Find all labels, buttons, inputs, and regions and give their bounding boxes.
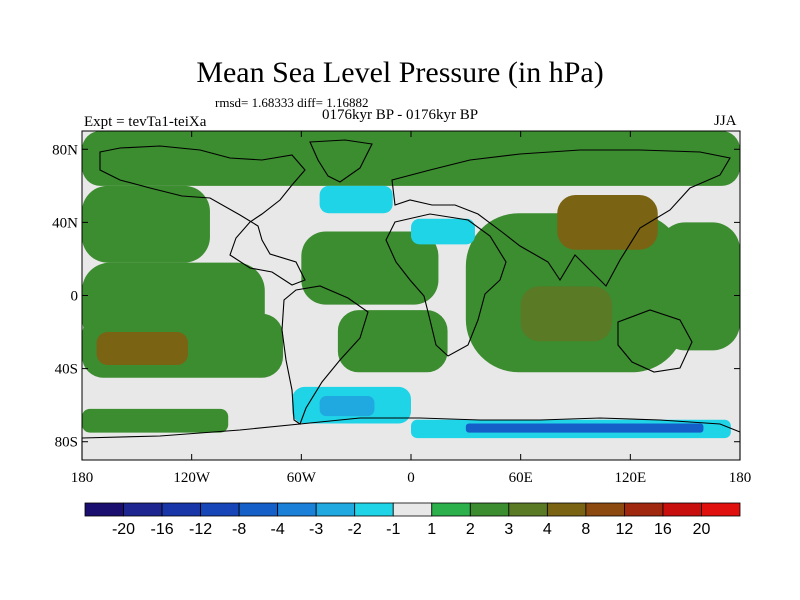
- x-tick-label: 120E: [614, 470, 646, 486]
- chart-title: Mean Sea Level Pressure (in hPa): [196, 56, 604, 89]
- colorbar-label: 8: [581, 521, 590, 538]
- map-layer: [82, 131, 740, 460]
- contour-region: [82, 185, 210, 263]
- contour-region: [657, 222, 740, 351]
- axes-layer: 180 120W 60W 0 60E 120E 180 80N 40N 0 40S 80S: [52, 130, 752, 486]
- north-america-coastline: [99, 145, 306, 286]
- colorbar-box: [662, 502, 702, 517]
- contour-region: [96, 332, 189, 365]
- colorbar-label: -16: [150, 521, 173, 538]
- colorbar-box: [392, 502, 433, 517]
- colorbar-label: -12: [189, 521, 212, 538]
- australia-coastline: [617, 309, 693, 373]
- colorbar-box: [431, 502, 471, 517]
- x-tick-label: 0: [407, 470, 415, 486]
- colorbar-label: 12: [616, 521, 634, 538]
- colorbar-label: 2: [466, 521, 475, 538]
- x-tick-label: 180: [729, 470, 752, 486]
- colorbar-box: [315, 502, 356, 517]
- colorbar-box: [508, 502, 548, 517]
- africa-coastline: [385, 213, 507, 357]
- y-tick-label: 0: [71, 289, 79, 305]
- contour-region: [319, 396, 375, 417]
- contour-region: [82, 408, 229, 433]
- contour-region: [520, 286, 613, 342]
- colorbar-box: [200, 502, 240, 517]
- contour-region: [82, 131, 740, 186]
- season-label: JJA: [714, 113, 737, 129]
- colorbar-box: [238, 502, 279, 517]
- colorbar-label: 20: [693, 521, 711, 538]
- stats-label: rmsd= 1.68333 diff= 1.16882: [215, 95, 369, 110]
- x-tick-label: 60E: [509, 470, 533, 486]
- colorbar-label: -4: [271, 521, 285, 538]
- eurasia-coastline: [391, 149, 731, 287]
- colorbar-label: 4: [543, 521, 552, 538]
- x-tick-label: 180: [71, 470, 94, 486]
- contour-region: [301, 231, 439, 305]
- colorbar-label: -1: [386, 521, 400, 538]
- x-tick-label: 60W: [287, 470, 317, 486]
- colorbar-label: 16: [654, 521, 672, 538]
- south-america-coastline: [281, 285, 369, 425]
- colorbar-box: [161, 502, 201, 517]
- y-tick-label: 40N: [52, 215, 78, 231]
- colorbar-box: [354, 502, 394, 517]
- colorbar-box: [585, 502, 625, 517]
- colorbar-label: -3: [309, 521, 323, 538]
- experiment-label: Expt = tevTa1-teiXa: [84, 114, 207, 130]
- greenland-coastline: [309, 139, 373, 183]
- colorbar-label: -8: [232, 521, 246, 538]
- y-tick-label: 40S: [55, 362, 78, 378]
- y-tick-label: 80N: [52, 142, 78, 158]
- colorbar-box: [469, 502, 510, 517]
- contour-region: [319, 185, 393, 214]
- colorbar-label: -20: [112, 521, 135, 538]
- colorbar-label: -2: [348, 521, 362, 538]
- colorbar-box: [701, 502, 741, 517]
- colorbar-label: 1: [427, 521, 436, 538]
- contour-region: [465, 423, 704, 433]
- x-tick-label: 120W: [173, 470, 211, 486]
- y-tick-label: 80S: [55, 435, 78, 451]
- contour-region: [557, 194, 658, 250]
- contour-region: [411, 218, 475, 245]
- colorbar: -20 -16 -12 -8 -4 -3 -2 -1 1 2 3 4 8 12 16 20: [84, 502, 741, 538]
- contour-region: [337, 310, 448, 373]
- colorbar-box: [624, 502, 664, 517]
- colorbar-box: [123, 502, 163, 517]
- colorbar-label: 3: [504, 521, 513, 538]
- colorbar-box: [84, 502, 124, 517]
- period-label: 0176kyr BP - 0176kyr BP: [322, 107, 479, 123]
- colorbar-box: [546, 502, 587, 517]
- colorbar-box: [277, 502, 317, 517]
